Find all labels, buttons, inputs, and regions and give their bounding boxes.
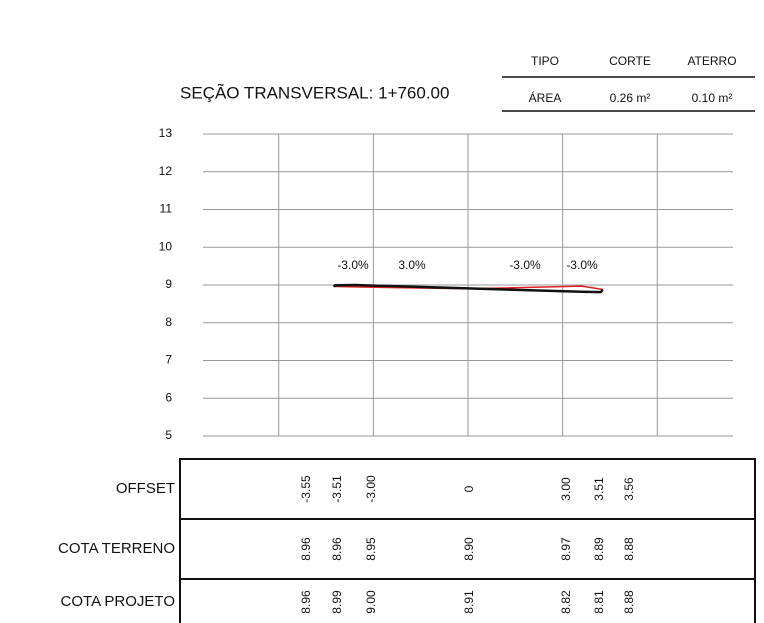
table-cell: ÁREA [529,90,562,105]
value-label: 8.81 [592,590,606,614]
y-tick-label: 10 [159,239,173,253]
slope-label: -3.0% [509,258,541,272]
table-header: ATERRO [687,54,736,68]
y-tick-label: 8 [165,315,172,329]
row-label: COTA TERRENO [58,540,175,557]
y-tick-label: 13 [159,126,173,140]
table-header: TIPO [531,54,559,68]
value-label: 8.82 [559,590,573,614]
y-tick-label: 9 [165,277,172,291]
value-label: 8.89 [592,537,606,561]
offset-label: 0 [462,485,476,492]
y-tick-label: 5 [165,428,172,442]
offset-label: 3.56 [622,477,636,501]
slope-label: -3.0% [337,258,369,272]
table-header: CORTE [609,54,651,68]
table-cell: 0.10 m² [692,91,733,105]
value-label: 8.96 [299,537,313,561]
value-label: 8.88 [622,590,636,614]
profile-table [179,458,756,623]
value-label: 8.97 [559,537,573,561]
y-tick-label: 6 [165,390,172,404]
y-tick-label: 12 [159,164,173,178]
value-label: 8.96 [330,537,344,561]
offset-label: 3.00 [559,477,573,501]
value-label: 8.88 [622,537,636,561]
slope-label: 3.0% [398,258,426,272]
offset-label: -3.55 [299,475,313,503]
y-tick-label: 11 [160,202,173,216]
value-label: 8.99 [330,590,344,614]
offset-label: -3.00 [364,475,378,503]
value-label: 8.90 [462,537,476,561]
slope-label: -3.0% [566,258,598,272]
offset-label: -3.51 [330,475,344,503]
chart-title: SEÇÃO TRANSVERSAL: 1+760.00 [180,83,449,102]
value-label: 8.95 [364,537,378,561]
row-label: OFFSET [116,480,175,497]
value-label: 8.96 [299,590,313,614]
value-label: 8.91 [462,590,476,614]
row-label: COTA PROJETO [61,593,175,610]
value-label: 9.00 [364,590,378,614]
profile-line [332,283,604,294]
offset-label: 3.51 [592,477,606,501]
y-tick-label: 7 [165,353,172,367]
table-cell: 0.26 m² [610,91,651,105]
